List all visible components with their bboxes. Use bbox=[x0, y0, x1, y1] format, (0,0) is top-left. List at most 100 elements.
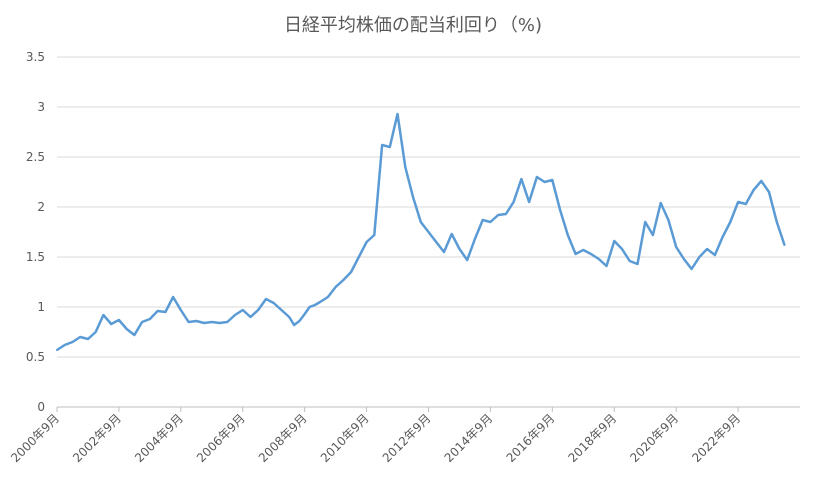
data-point bbox=[265, 298, 267, 300]
data-point bbox=[520, 178, 523, 180]
data-point bbox=[342, 279, 345, 281]
data-point bbox=[308, 306, 311, 308]
x-tick-label: 2016年9月 bbox=[504, 411, 558, 465]
data-point bbox=[226, 321, 229, 323]
data-point bbox=[605, 265, 608, 267]
x-tick-label: 2014年9月 bbox=[442, 411, 496, 465]
data-point bbox=[682, 258, 685, 260]
data-point bbox=[280, 309, 283, 311]
x-tick-label: 2010年9月 bbox=[318, 411, 372, 465]
data-point bbox=[94, 331, 97, 333]
data-point bbox=[435, 241, 438, 243]
data-point bbox=[373, 234, 376, 236]
data-point bbox=[102, 314, 105, 316]
data-point bbox=[257, 309, 260, 311]
data-point bbox=[628, 260, 631, 262]
data-point bbox=[752, 189, 755, 191]
data-point bbox=[241, 309, 244, 311]
x-tick-label: 2008年9月 bbox=[256, 411, 310, 465]
x-tick-label: 2002年9月 bbox=[70, 411, 124, 465]
data-point bbox=[744, 203, 747, 205]
data-point bbox=[535, 176, 538, 178]
data-point bbox=[313, 304, 316, 306]
data-point bbox=[396, 113, 399, 115]
data-point bbox=[419, 221, 422, 223]
y-tick-label: 0.5 bbox=[26, 350, 45, 364]
data-point bbox=[636, 263, 639, 265]
y-tick-label: 2 bbox=[37, 200, 45, 214]
grid-lines bbox=[56, 56, 800, 412]
data-point bbox=[621, 248, 623, 250]
data-point bbox=[713, 254, 716, 256]
x-tick-label: 2006年9月 bbox=[194, 411, 248, 465]
data-point bbox=[319, 301, 322, 303]
data-point bbox=[528, 201, 531, 203]
data-point bbox=[651, 234, 654, 236]
data-point bbox=[334, 286, 337, 288]
data-point bbox=[559, 209, 562, 211]
data-point bbox=[667, 219, 670, 221]
data-point bbox=[458, 248, 461, 250]
dividend-yield-series-line bbox=[56, 112, 786, 352]
data-point bbox=[179, 309, 182, 311]
data-point bbox=[298, 320, 301, 322]
data-point bbox=[187, 321, 190, 323]
data-point bbox=[582, 249, 585, 251]
data-point bbox=[698, 256, 701, 258]
data-point bbox=[272, 302, 275, 304]
data-point bbox=[574, 253, 577, 255]
data-point bbox=[218, 322, 221, 324]
data-point bbox=[79, 336, 82, 338]
data-point bbox=[497, 214, 500, 216]
x-tick-label: 2020年9月 bbox=[627, 411, 681, 465]
data-point bbox=[450, 233, 453, 235]
data-point bbox=[466, 259, 469, 261]
y-tick-label: 1.5 bbox=[26, 250, 45, 264]
data-point bbox=[172, 296, 175, 298]
data-point bbox=[706, 248, 709, 250]
data-point bbox=[783, 244, 786, 246]
data-point bbox=[412, 196, 414, 198]
data-point bbox=[203, 322, 206, 324]
x-tick-label: 2012年9月 bbox=[380, 411, 434, 465]
data-point bbox=[551, 179, 554, 181]
data-point bbox=[326, 296, 329, 298]
data-point bbox=[512, 201, 515, 203]
data-point bbox=[721, 236, 724, 238]
data-point bbox=[210, 321, 213, 323]
data-point bbox=[195, 320, 198, 322]
data-point bbox=[659, 202, 662, 204]
data-point bbox=[117, 319, 120, 321]
data-point bbox=[566, 234, 569, 236]
data-point bbox=[427, 231, 430, 233]
x-tick-label: 2000年9月 bbox=[8, 411, 62, 465]
x-axis-tick-labels: 2000年9月 2002年9月 2004年9月 2006年9月 2008年9月 2010年… bbox=[8, 411, 743, 465]
data-point bbox=[249, 316, 252, 318]
data-point bbox=[473, 238, 476, 240]
data-point bbox=[597, 258, 600, 260]
data-point bbox=[141, 321, 144, 323]
data-point bbox=[164, 311, 167, 313]
data-point bbox=[489, 221, 492, 223]
data-point bbox=[133, 334, 136, 336]
y-tick-label: 3 bbox=[37, 100, 45, 114]
data-point bbox=[288, 316, 291, 318]
data-point bbox=[675, 246, 678, 248]
data-point bbox=[156, 310, 159, 312]
data-point bbox=[388, 146, 391, 148]
data-point bbox=[110, 323, 113, 325]
chart-title: 日経平均株価の配当利回り（%) bbox=[284, 15, 542, 36]
data-point bbox=[590, 253, 592, 255]
data-point bbox=[381, 144, 384, 146]
data-point bbox=[737, 201, 740, 203]
data-point bbox=[443, 251, 445, 253]
data-point bbox=[357, 256, 360, 258]
data-point bbox=[768, 191, 770, 193]
data-point bbox=[350, 271, 353, 273]
data-point bbox=[63, 344, 66, 346]
y-tick-label: 1 bbox=[37, 300, 45, 314]
x-tick-label: 2018年9月 bbox=[565, 411, 619, 465]
data-point bbox=[760, 180, 763, 182]
